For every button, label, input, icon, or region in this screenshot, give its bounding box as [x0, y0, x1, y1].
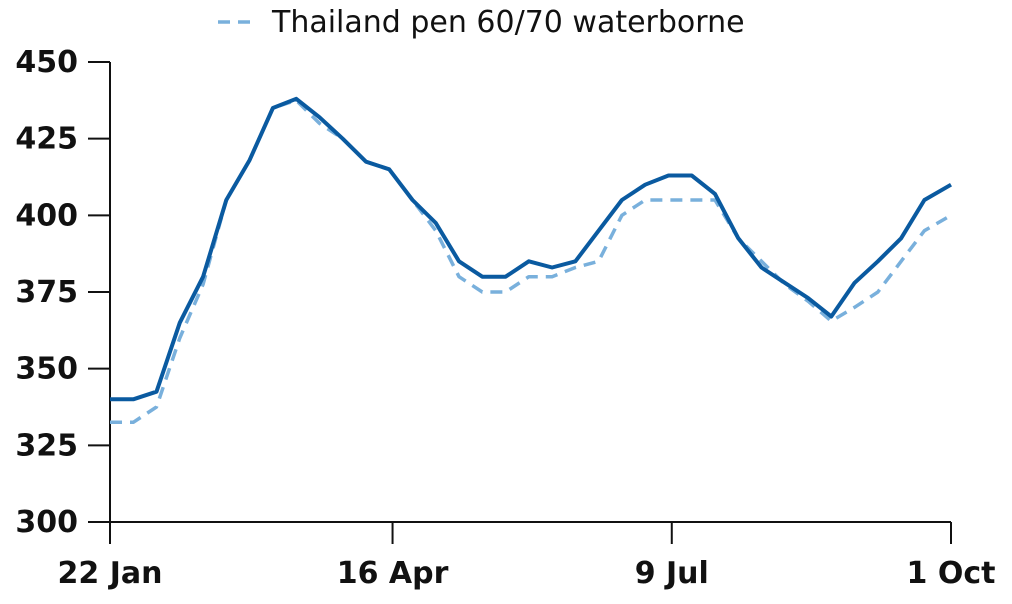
y-tick-label: 375 — [15, 275, 78, 310]
y-tick-label: 300 — [15, 505, 78, 540]
y-tick-label: 400 — [15, 198, 78, 233]
x-ticks: 22 Jan 16 Apr 9 Jul 1 Oct — [58, 522, 996, 591]
series-line-dashed — [110, 98, 952, 425]
legend-label: Thailand pen 60/70 waterborne — [271, 5, 745, 40]
y-tick-label: 450 — [15, 45, 78, 80]
x-tick-label: 16 Apr — [337, 556, 449, 591]
y-tick-label: 350 — [15, 352, 78, 387]
x-tick-label: 22 Jan — [58, 556, 163, 591]
x-tick-label: 1 Oct — [907, 556, 996, 591]
series-line-solid — [110, 96, 952, 402]
legend: Thailand pen 60/70 waterborne — [218, 5, 745, 40]
series-layer — [110, 96, 952, 425]
y-ticks: 300 325 350 375 400 425 450 — [15, 45, 110, 540]
axes — [109, 62, 951, 523]
y-tick-label: 325 — [15, 428, 78, 463]
y-tick-label: 425 — [15, 122, 78, 157]
x-tick-label: 9 Jul — [635, 556, 709, 591]
